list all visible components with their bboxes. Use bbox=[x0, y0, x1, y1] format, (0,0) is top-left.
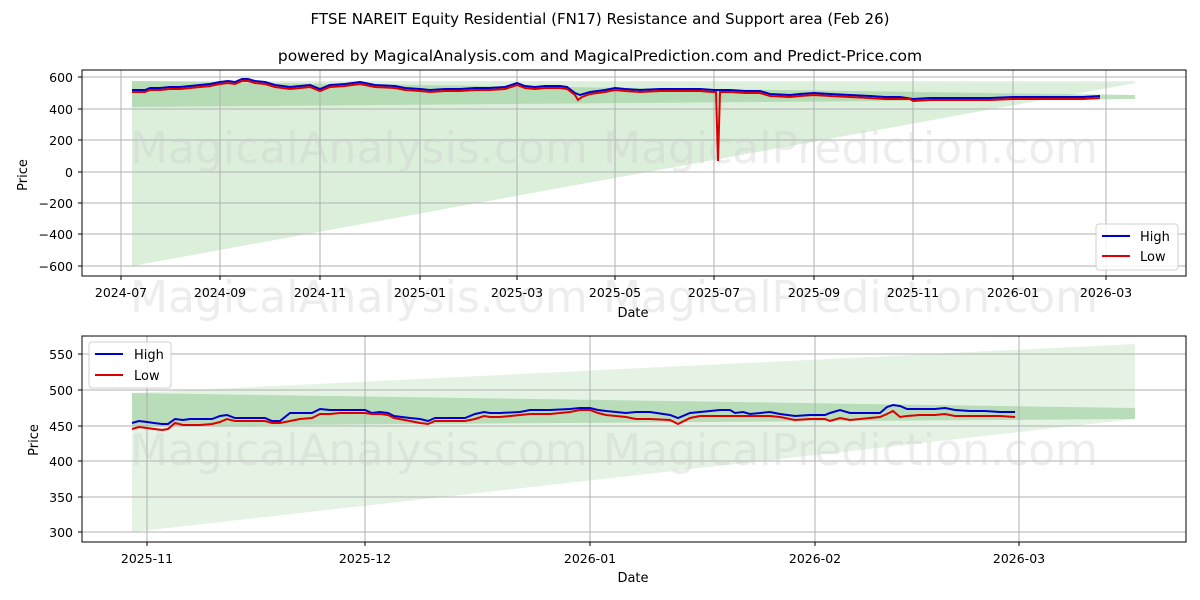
svg-text:2026-01: 2026-01 bbox=[987, 285, 1039, 300]
svg-text:2025-01: 2025-01 bbox=[394, 285, 446, 300]
svg-text:2025-11: 2025-11 bbox=[121, 551, 173, 566]
svg-text:350: 350 bbox=[49, 490, 73, 505]
svg-text:2024-07: 2024-07 bbox=[95, 285, 147, 300]
svg-text:2026-01: 2026-01 bbox=[564, 551, 616, 566]
bottom-x-ticks: 2025-11 2025-12 2026-01 2026-02 2026-03 bbox=[121, 551, 1045, 566]
bottom-chart: MagicalAnalysis.com MagicalPrediction.co… bbox=[27, 335, 1187, 586]
svg-text:600: 600 bbox=[49, 70, 73, 85]
svg-text:400: 400 bbox=[49, 454, 73, 469]
chart-title: FTSE NAREIT Equity Residential (FN17) Re… bbox=[310, 10, 890, 28]
top-y-axis-label: Price bbox=[16, 159, 31, 191]
svg-text:2025-09: 2025-09 bbox=[788, 285, 840, 300]
watermark-magicalanalysis-3: MagicalAnalysis.com bbox=[130, 425, 588, 476]
svg-text:2026-03: 2026-03 bbox=[1080, 285, 1132, 300]
bottom-axes-frame bbox=[81, 335, 1187, 543]
svg-text:−400: −400 bbox=[39, 227, 73, 242]
svg-text:2025-07: 2025-07 bbox=[688, 285, 740, 300]
svg-text:2024-09: 2024-09 bbox=[194, 285, 246, 300]
bottom-band-dark bbox=[132, 393, 1135, 426]
legend-high-label: High bbox=[1140, 230, 1170, 245]
svg-text:−200: −200 bbox=[39, 196, 73, 211]
watermark-magicalanalysis: MagicalAnalysis.com bbox=[130, 123, 588, 174]
bottom-x-axis-label: Date bbox=[617, 571, 648, 586]
legend-low-label-bottom: Low bbox=[134, 369, 160, 384]
legend-low-label: Low bbox=[1140, 250, 1166, 265]
svg-text:2026-03: 2026-03 bbox=[993, 551, 1045, 566]
svg-text:550: 550 bbox=[49, 347, 73, 362]
top-axes-frame bbox=[81, 69, 1187, 277]
svg-text:2025-12: 2025-12 bbox=[339, 551, 391, 566]
svg-text:200: 200 bbox=[49, 133, 73, 148]
svg-text:450: 450 bbox=[49, 419, 73, 434]
bottom-y-ticks: 550 500 450 400 350 300 bbox=[49, 347, 73, 540]
top-low-line bbox=[132, 80, 1101, 162]
top-grid bbox=[82, 70, 1186, 276]
svg-text:2024-11: 2024-11 bbox=[294, 285, 346, 300]
top-x-ticks: 2024-07 2024-09 2024-11 2025-01 2025-03 … bbox=[95, 285, 1132, 300]
svg-text:2025-11: 2025-11 bbox=[887, 285, 939, 300]
chart-subtitle: powered by MagicalAnalysis.com and Magic… bbox=[277, 47, 923, 65]
top-high-line bbox=[132, 78, 1101, 101]
top-band-light-lower bbox=[132, 81, 1135, 266]
bottom-y-axis-label: Price bbox=[27, 424, 42, 456]
top-y-ticks: 600 400 200 0 −200 −400 −600 bbox=[39, 70, 73, 274]
legend-high-label-bottom: High bbox=[134, 348, 164, 363]
svg-text:−600: −600 bbox=[39, 259, 73, 274]
watermark-magicalprediction-2: MagicalPrediction.com bbox=[603, 272, 1098, 323]
svg-text:2026-02: 2026-02 bbox=[789, 551, 841, 566]
bottom-band-light bbox=[132, 344, 1135, 532]
svg-text:300: 300 bbox=[49, 525, 73, 540]
bottom-legend: High Low bbox=[88, 341, 172, 389]
svg-text:400: 400 bbox=[49, 102, 73, 117]
top-x-axis-label: Date bbox=[617, 306, 648, 321]
bottom-low-line bbox=[131, 409, 1016, 432]
top-legend: High Low bbox=[1095, 223, 1179, 271]
svg-text:500: 500 bbox=[49, 383, 73, 398]
watermark-magicalanalysis-2: MagicalAnalysis.com bbox=[130, 272, 588, 323]
bottom-high-line bbox=[131, 403, 1015, 425]
bottom-grid bbox=[82, 336, 1186, 542]
svg-text:2025-05: 2025-05 bbox=[589, 285, 641, 300]
svg-text:0: 0 bbox=[65, 165, 73, 180]
top-chart: MagicalAnalysis.com MagicalPrediction.co… bbox=[16, 69, 1187, 323]
svg-text:2025-03: 2025-03 bbox=[491, 285, 543, 300]
watermark-magicalprediction: MagicalPrediction.com bbox=[603, 123, 1098, 174]
watermark-magicalprediction-3: MagicalPrediction.com bbox=[603, 425, 1098, 476]
